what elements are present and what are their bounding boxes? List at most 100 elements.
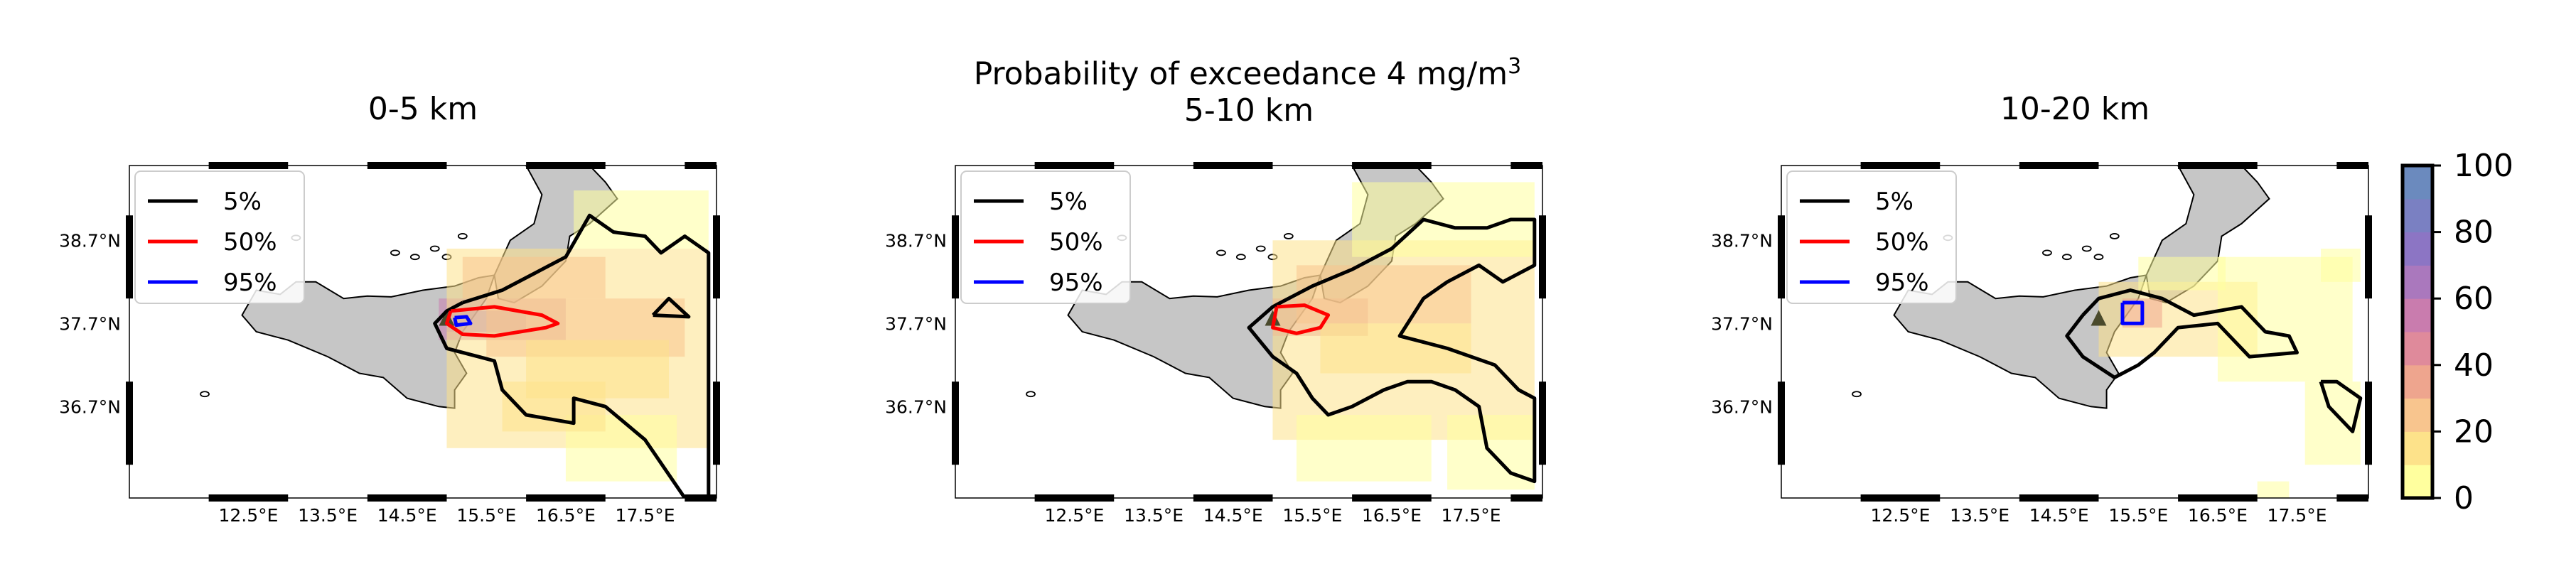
colorbar-band [2403,298,2432,332]
probability-cell [1352,182,1535,257]
frame-segment [1510,162,1542,169]
frame-segment [952,381,959,465]
island [2109,233,2120,239]
frame-segment [2019,494,2099,502]
volcano-marker [2091,310,2107,326]
frame-segment [208,162,289,169]
island [1235,254,1246,261]
frame-segment [126,215,133,299]
frame-segment [526,162,606,169]
x-tick-label: 13.5°E [298,505,358,526]
frame-segment [1860,162,1941,169]
island [2042,249,2052,256]
frame-segment [1352,494,1432,502]
colorbar-tick-label: 0 [2454,480,2474,516]
frame-segment [1510,494,1542,502]
y-tick-label: 37.7°N [59,313,121,334]
island [2093,254,2104,261]
frame-segment [2178,162,2258,169]
frame-segment [1352,162,1432,169]
colorbar-band [2403,232,2432,266]
colorbar-band [2403,198,2432,233]
island [409,254,420,261]
frame-segment [1539,381,1546,465]
x-tick-label: 15.5°E [1282,505,1342,526]
y-tick-label: 36.7°N [59,396,121,417]
colorbar-tick-label: 20 [2454,413,2494,450]
legend-label: 5% [1875,188,1914,216]
legend-label: 5% [223,188,262,216]
frame-segment [713,215,720,299]
x-tick-label: 16.5°E [536,505,596,526]
y-tick-label: 37.7°N [1711,313,1773,334]
island [1255,245,1266,252]
contour-95pct [2120,300,2145,325]
legend-label: 5% [1049,188,1088,216]
x-tick-label: 17.5°E [2268,505,2327,526]
y-tick-label: 36.7°N [1711,396,1773,417]
panel-title: 10-20 km [2000,91,2150,127]
legend: 5% 50% 95% [960,170,1131,304]
colorbar-band [2403,166,2432,200]
x-tick-label: 13.5°E [1950,505,2009,526]
colorbar-frame [2400,163,2435,500]
frame-segment [526,494,606,502]
y-tick-label: 38.7°N [885,230,947,251]
frame-segment [952,215,959,299]
frame-segment [1778,215,1785,299]
volcano-marker [1265,310,1281,326]
island [457,233,468,239]
colorbar-tick-label: 80 [2454,215,2494,251]
island [1216,249,1226,256]
contour-5pct [651,296,691,319]
frame-segment [2178,494,2258,502]
figure-title-text: Probability of exceedance 4 mg/m [973,55,1508,92]
legend: 5% 50% 95% [1786,170,1957,304]
x-tick-label: 15.5°E [2108,505,2168,526]
frame-segment [685,494,717,502]
island [200,391,210,398]
legend-box [960,170,1131,304]
panel-1: 12.5°E 13.5°E 14.5°E 15.5°E 16.5°E 17.5°E 36.7… [59,162,720,526]
legend-label: 95% [1875,269,1929,297]
legend-label: 95% [1049,269,1103,297]
frame-segment [2365,215,2372,299]
x-tick-label: 16.5°E [2188,505,2248,526]
colorbar-band [2403,265,2432,299]
y-tick-label: 38.7°N [59,230,121,251]
frame-segment [126,381,133,465]
contour-5pct [1247,217,1537,484]
probability-cell [2321,249,2361,282]
frame-segment [367,494,447,502]
colorbar-tick-label: 100 [2454,148,2513,184]
colorbar-band [2403,364,2432,399]
frame-segment [1193,494,1273,502]
panel-3: 12.5°E 13.5°E 14.5°E 15.5°E 16.5°E 17.5°E 36.7… [1711,162,2372,526]
x-tick-label: 14.5°E [377,505,437,526]
legend-box [134,170,305,304]
contour-50pct [1271,303,1331,335]
x-tick-label: 17.5°E [616,505,675,526]
frame-segment [713,381,720,465]
frame-segment [367,162,447,169]
frame-segment [2365,381,2372,465]
frame-segment [1193,162,1273,169]
island [1852,391,1862,398]
panel-title: 5-10 km [1184,92,1314,129]
figure-title: Probability of exceedance 4 mg/m3 [945,47,1550,94]
frame-segment [208,494,289,502]
island [1026,391,1036,398]
colorbar-band [2403,332,2432,366]
x-tick-label: 15.5°E [456,505,516,526]
island [390,249,400,256]
colorbar-band [2403,465,2432,499]
contour-5pct [2319,379,2363,433]
probability-cell [2138,256,2226,291]
y-tick-label: 37.7°N [885,313,947,334]
frame-segment [2336,162,2368,169]
x-tick-label: 12.5°E [1044,505,1104,526]
x-tick-label: 16.5°E [1362,505,1422,526]
probability-cell [2304,381,2361,465]
